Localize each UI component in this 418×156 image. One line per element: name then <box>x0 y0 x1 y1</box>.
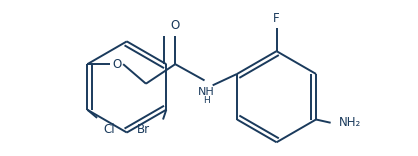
Text: NH: NH <box>198 87 214 97</box>
Text: Br: Br <box>137 123 150 136</box>
Text: O: O <box>112 58 121 71</box>
Text: F: F <box>273 12 280 25</box>
Text: Cl: Cl <box>104 123 115 136</box>
Text: H: H <box>203 96 209 105</box>
Text: O: O <box>171 19 180 32</box>
Text: NH₂: NH₂ <box>339 116 361 129</box>
